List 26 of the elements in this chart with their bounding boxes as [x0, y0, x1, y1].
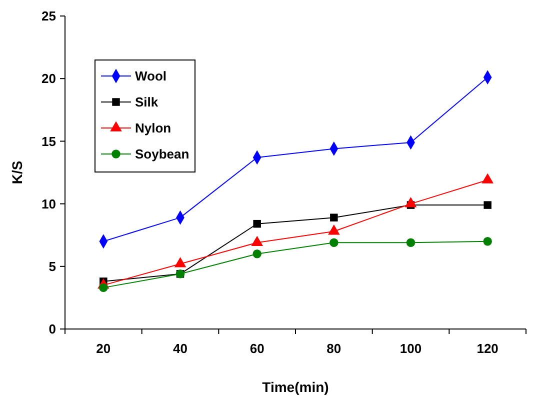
x-tick-label: 100 — [400, 341, 422, 356]
point — [406, 238, 416, 247]
legend-label: Nylon — [135, 120, 172, 136]
point — [253, 220, 261, 228]
point — [330, 238, 338, 247]
point — [330, 214, 338, 222]
y-tick-label: 20 — [42, 71, 56, 86]
x-tick-label: 20 — [96, 341, 111, 356]
x-tick-label: 60 — [250, 341, 264, 356]
legend-label: Silk — [135, 94, 159, 110]
x-tick-label: 40 — [173, 341, 188, 356]
x-tick-label: 80 — [326, 341, 342, 356]
y-tick-label: 15 — [42, 134, 56, 149]
legend-label: Wool — [135, 68, 167, 84]
y-tick-label: 10 — [42, 196, 56, 212]
y-axis-title: K/S — [9, 160, 25, 184]
y-tick-label: 0 — [48, 322, 56, 337]
point — [484, 201, 492, 209]
x-axis-title: Time(min) — [262, 379, 329, 395]
point — [483, 237, 492, 246]
legend-label: Soybean — [135, 146, 190, 162]
point — [99, 283, 108, 292]
x-tick-label: 120 — [476, 341, 498, 356]
y-tick-label: 25 — [42, 8, 56, 24]
y-tick-label: 5 — [48, 258, 56, 274]
point — [252, 250, 262, 258]
